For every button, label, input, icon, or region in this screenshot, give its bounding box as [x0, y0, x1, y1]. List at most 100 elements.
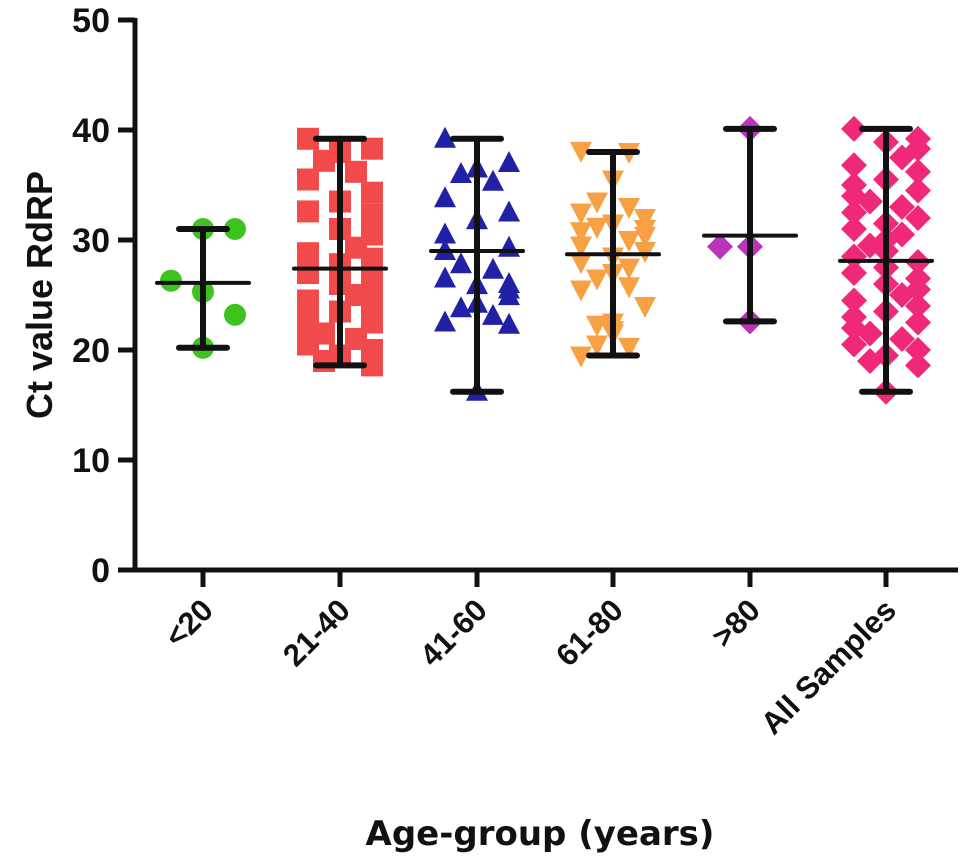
data-point	[905, 337, 931, 363]
data-point	[841, 115, 867, 142]
series-4	[707, 115, 763, 335]
data-point	[482, 257, 504, 279]
y-ticks: 0 10 20 30 40 50	[72, 2, 135, 590]
data-point	[618, 337, 640, 359]
data-point	[570, 236, 592, 258]
data-point	[889, 282, 915, 308]
data-point	[857, 348, 883, 374]
x-axis-title: Age-group (years)	[366, 814, 715, 854]
data-point	[841, 216, 867, 242]
data-point	[707, 233, 733, 260]
data-point	[498, 284, 520, 306]
data-point	[297, 127, 319, 150]
data-point	[434, 266, 456, 288]
data-point	[450, 252, 472, 274]
data-point	[297, 168, 319, 191]
data-point	[905, 352, 931, 379]
data-point	[482, 169, 504, 191]
error-bar	[838, 125, 934, 395]
points-layer	[160, 115, 931, 405]
data-point	[841, 331, 867, 358]
data-point	[841, 199, 867, 226]
data-point	[224, 218, 246, 240]
data-point	[361, 137, 383, 160]
data-point	[889, 194, 915, 220]
data-point	[586, 192, 608, 214]
data-point	[361, 181, 383, 204]
data-point	[841, 287, 867, 314]
data-point	[361, 354, 383, 377]
data-point	[618, 277, 640, 299]
data-point	[586, 269, 608, 291]
data-point	[160, 269, 182, 292]
data-point	[889, 326, 915, 352]
data-point	[297, 200, 319, 223]
data-point	[905, 158, 931, 185]
x-tick-label: 61-80	[549, 592, 630, 673]
data-point	[570, 141, 592, 163]
x-tick-label: <20	[158, 592, 220, 654]
data-point	[570, 253, 592, 274]
data-point	[618, 258, 640, 280]
y-tick-label: 40	[72, 112, 110, 150]
data-point	[450, 162, 472, 183]
error-bar	[565, 149, 661, 359]
y-tick-label: 50	[72, 2, 110, 40]
data-point	[313, 350, 335, 372]
data-point	[570, 346, 592, 368]
data-point	[905, 309, 931, 336]
data-point	[857, 188, 883, 215]
x-tick-label: 41-60	[413, 592, 494, 673]
data-point	[361, 203, 383, 226]
data-point	[434, 222, 456, 244]
data-point	[224, 303, 246, 326]
data-point	[905, 293, 931, 319]
x-tick-label: 21-40	[276, 592, 357, 673]
y-tick-label: 0	[91, 552, 110, 590]
data-point	[586, 315, 608, 337]
data-point	[618, 198, 640, 219]
data-point	[857, 320, 883, 347]
data-point	[498, 151, 520, 172]
y-axis-title: Ct value RdRP	[19, 171, 60, 419]
data-point	[434, 126, 456, 148]
y-tick-label: 20	[72, 332, 110, 370]
data-point	[498, 235, 520, 257]
data-point	[361, 247, 383, 270]
data-point	[618, 231, 640, 252]
x-tick-label: >80	[705, 592, 767, 654]
data-point	[905, 177, 931, 204]
x-tick-label: All Samples	[754, 592, 903, 741]
data-point	[450, 296, 472, 318]
data-point	[313, 149, 335, 172]
error-bars-layer	[155, 125, 934, 395]
data-point	[434, 186, 456, 208]
data-point	[634, 209, 656, 230]
data-point	[841, 152, 867, 179]
error-bar	[702, 125, 798, 325]
data-point	[498, 312, 520, 334]
data-point	[634, 297, 656, 318]
data-point	[586, 217, 608, 239]
data-point	[570, 222, 592, 244]
data-point	[297, 242, 319, 265]
data-point	[586, 335, 608, 357]
data-point	[570, 203, 592, 225]
series-1	[297, 127, 383, 377]
axes-layer	[132, 18, 958, 573]
error-bar	[155, 226, 251, 351]
error-bar	[292, 135, 388, 369]
data-point	[345, 160, 367, 183]
y-tick-label: 10	[72, 442, 110, 480]
data-point	[297, 262, 319, 284]
data-point	[482, 303, 504, 325]
data-point	[905, 205, 931, 231]
y-tick-label: 30	[72, 222, 110, 260]
data-point	[889, 144, 915, 171]
error-bar	[429, 135, 525, 395]
data-point	[434, 310, 456, 332]
data-point	[841, 260, 867, 286]
data-point	[841, 243, 867, 270]
